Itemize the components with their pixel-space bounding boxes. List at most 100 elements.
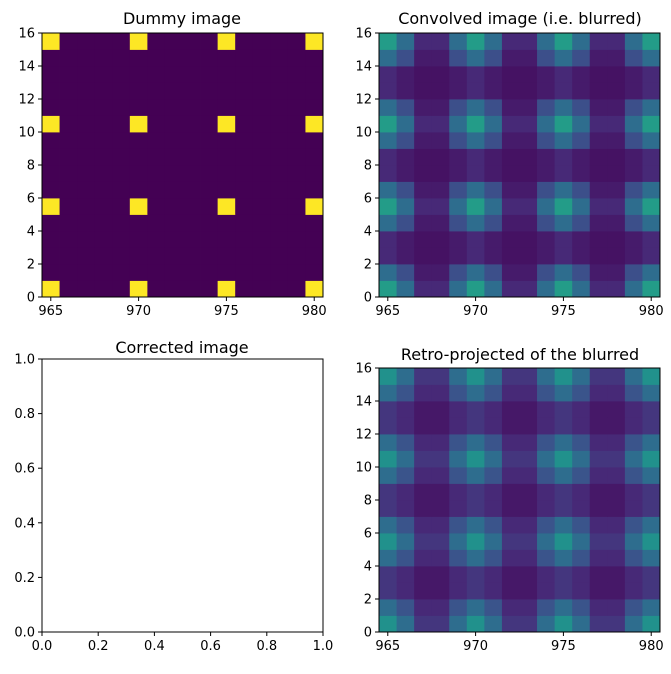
- heatmap-cell: [642, 401, 661, 418]
- heatmap-cell: [182, 247, 201, 265]
- heatmap-cell: [466, 66, 485, 83]
- heatmap-cell: [182, 264, 201, 281]
- heatmap-cell: [589, 148, 608, 166]
- heatmap-cell: [624, 483, 643, 501]
- heatmap-cell: [572, 450, 591, 468]
- heatmap-cell: [624, 49, 643, 67]
- heatmap-cell: [94, 165, 113, 182]
- heatmap-cell: [484, 198, 503, 215]
- heatmap-cell: [466, 566, 485, 583]
- heatmap-cell: [607, 549, 626, 567]
- heatmap-cell: [624, 148, 643, 166]
- heatmap-cell: [589, 198, 608, 215]
- heatmap-cell: [589, 533, 608, 550]
- heatmap-cell: [642, 280, 661, 298]
- heatmap-cell: [642, 434, 661, 451]
- heatmap-cell: [501, 417, 520, 435]
- heatmap-cell: [519, 280, 538, 298]
- heatmap-cell: [414, 500, 433, 517]
- heatmap-cell: [554, 599, 573, 616]
- heatmap-cell: [396, 582, 415, 600]
- heatmap-cell: [537, 198, 556, 215]
- heatmap-cell: [537, 49, 556, 67]
- heatmap-cell: [200, 115, 219, 133]
- heatmap-cell: [589, 264, 608, 281]
- heatmap-cell: [519, 582, 538, 600]
- heatmap-cell: [270, 198, 289, 215]
- heatmap-cell: [624, 115, 643, 133]
- heatmap-cell: [466, 401, 485, 418]
- heatmap-cell: [431, 247, 450, 265]
- heatmap-cell: [501, 566, 520, 583]
- heatmap-cell: [572, 599, 591, 616]
- heatmap-cell: [396, 467, 415, 484]
- heatmap-cell: [501, 181, 520, 199]
- heatmap-cell: [537, 132, 556, 149]
- heatmap-cell: [270, 33, 289, 50]
- heatmap-cell: [431, 148, 450, 166]
- heatmap-cell: [287, 82, 306, 100]
- heatmap-cell: [537, 231, 556, 248]
- heatmap-cell: [414, 33, 433, 50]
- heatmap-cell: [379, 231, 397, 248]
- heatmap-cell: [607, 247, 626, 265]
- heatmap-cell: [642, 214, 661, 232]
- heatmap-cell: [42, 231, 60, 248]
- heatmap-cell: [94, 231, 113, 248]
- y-tick-label: 10: [355, 461, 372, 476]
- heatmap-cell: [484, 132, 503, 149]
- panel-retro-projected: Retro-projected of the blurred 965 970 975…: [355, 345, 663, 654]
- heatmap-cell: [466, 247, 485, 265]
- heatmap-cell: [642, 467, 661, 484]
- heatmap-cell: [270, 264, 289, 281]
- heatmap-cell: [182, 33, 201, 50]
- heatmap-cell: [484, 33, 503, 50]
- heatmap-cell: [642, 99, 661, 116]
- heatmap-cell: [94, 49, 113, 67]
- heatmap-cell: [252, 115, 271, 133]
- heatmap-cell: [217, 280, 236, 298]
- heatmap-cell: [466, 280, 485, 298]
- x-tick-label: 1.0: [313, 639, 334, 654]
- heatmap-cell: [182, 181, 201, 199]
- heatmap-cell: [572, 417, 591, 435]
- x-tick-label: 975: [214, 304, 239, 319]
- heatmap-cell: [217, 115, 236, 133]
- heatmap-cell: [572, 33, 591, 50]
- heatmap-cell: [484, 66, 503, 83]
- heatmap-cell: [147, 82, 166, 100]
- heatmap-cell: [42, 165, 60, 182]
- heatmap-cell: [466, 264, 485, 281]
- heatmap-cell: [537, 115, 556, 133]
- heatmap-cell: [147, 115, 166, 133]
- heatmap-cell: [554, 434, 573, 451]
- heatmap-cell: [379, 148, 397, 166]
- heatmap-cell: [501, 66, 520, 83]
- heatmap-cell: [537, 181, 556, 199]
- heatmap-cell: [519, 165, 538, 182]
- heatmap-cell: [589, 384, 608, 402]
- heatmap-cell: [112, 132, 131, 149]
- heatmap-cell: [589, 450, 608, 468]
- heatmap-cell: [466, 467, 485, 484]
- heatmap-cell: [607, 82, 626, 100]
- heatmap-cell: [287, 165, 306, 182]
- heatmap-cell: [305, 99, 324, 116]
- panel-title: Convolved image (i.e. blurred): [398, 9, 642, 28]
- heatmap-cell: [589, 214, 608, 232]
- heatmap-cell: [466, 549, 485, 567]
- heatmap-cell: [589, 99, 608, 116]
- heatmap-cell: [484, 516, 503, 534]
- heatmap-cell: [449, 115, 468, 133]
- heatmap-cell: [589, 401, 608, 418]
- heatmap-cell: [235, 264, 254, 281]
- heatmap-cell: [519, 483, 538, 501]
- heatmap-cell: [200, 181, 219, 199]
- heatmap-cell: [501, 115, 520, 133]
- heatmap-cell: [642, 49, 661, 67]
- heatmap-cell: [129, 264, 148, 281]
- heatmap-cell: [466, 500, 485, 517]
- heatmap-cell: [537, 500, 556, 517]
- heatmap-cell: [519, 198, 538, 215]
- heatmap-cell: [624, 33, 643, 50]
